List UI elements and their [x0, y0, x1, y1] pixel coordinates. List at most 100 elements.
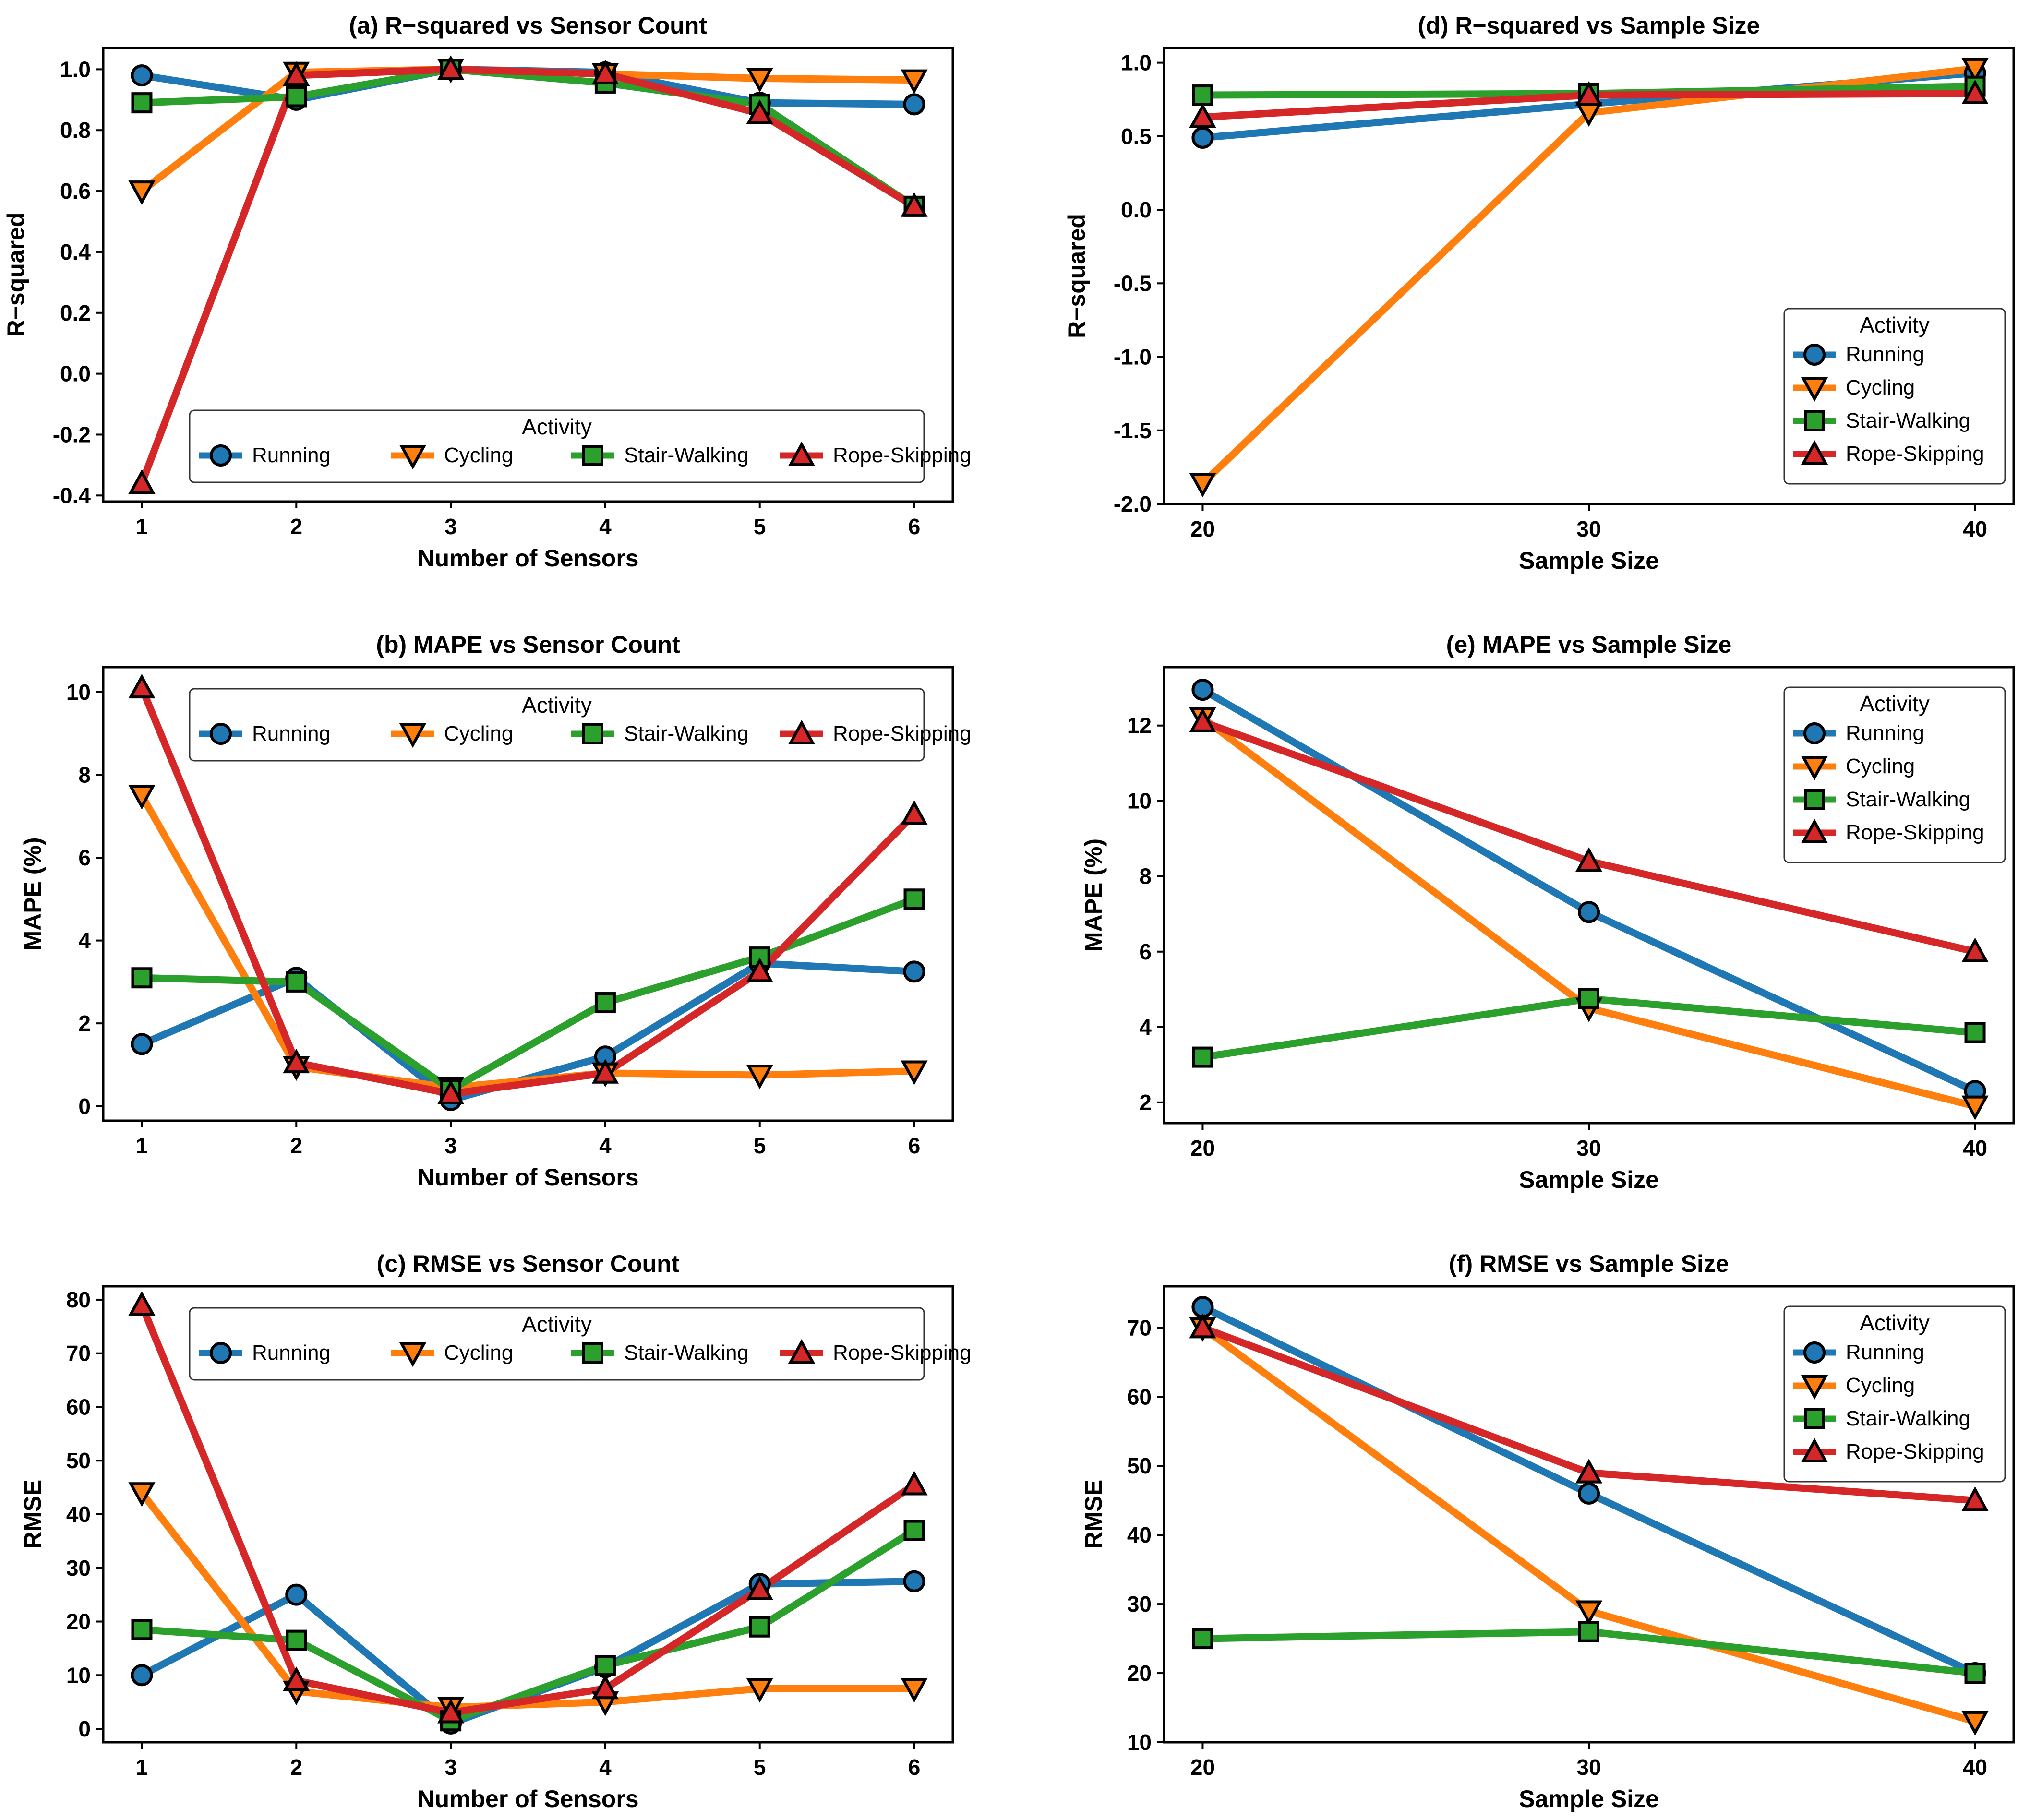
legend-label-running: Running — [1846, 1341, 1924, 1364]
y-tick-label: 0.2 — [60, 300, 91, 325]
y-tick-label: 0.0 — [1121, 197, 1152, 222]
legend-marker-cycling — [399, 723, 427, 748]
y-tick-label: 40 — [1127, 1522, 1152, 1547]
data-point-rope-skipping — [1189, 1314, 1216, 1339]
chart-title-c: (c) RMSE vs Sensor Count — [377, 1250, 680, 1277]
data-point-running — [903, 1570, 925, 1592]
y-axis-label-d: R−squared — [1063, 214, 1090, 338]
legend-marker-cycling — [1801, 377, 1828, 402]
x-tick-label: 6 — [908, 514, 921, 539]
panel-c: (c) RMSE vs Sensor Count 0 10 20 30 40 50 60 70 8… — [19, 1250, 972, 1812]
data-point-running — [903, 960, 925, 983]
data-point-running — [1191, 126, 1214, 149]
legend-label-running: Running — [252, 443, 331, 467]
chart-title-f: (f) RMSE vs Sample Size — [1449, 1250, 1729, 1277]
y-axis-label-e: MAPE (%) — [1080, 838, 1107, 952]
legend-label-cycling: Cycling — [1846, 754, 1915, 778]
legend-title: Activity — [1860, 1310, 1930, 1335]
legend-title: Activity — [1860, 691, 1930, 716]
data-point-cycling — [746, 1678, 773, 1703]
y-tick-label: 40 — [66, 1502, 91, 1527]
legend-label-stair-walking: Stair-Walking — [624, 443, 749, 467]
x-tick-label: 40 — [1963, 516, 1987, 541]
legend-label-stair-walking: Stair-Walking — [624, 1341, 749, 1365]
y-tick-label: 50 — [1127, 1453, 1152, 1478]
y-tick-label: 2 — [1139, 1090, 1152, 1115]
data-point-rope-skipping — [1961, 937, 1989, 962]
x-tick-label: 2 — [290, 1755, 302, 1780]
data-point-running — [1578, 1482, 1600, 1505]
legend-a: Activity Running Cycling Stair-Walking Rope-… — [189, 409, 972, 483]
series-line-cycling — [139, 1490, 914, 1711]
y-axis-label-c: RMSE — [19, 1480, 46, 1549]
legend-frame — [1783, 1305, 2006, 1483]
y-tick-label: 0.5 — [1121, 124, 1152, 149]
legend-frame — [189, 409, 925, 483]
data-point-rope-skipping — [746, 1575, 773, 1600]
legend-marker-running — [210, 1342, 232, 1364]
data-point-stair-walking — [1578, 988, 1599, 1009]
data-point-rope-skipping — [591, 1059, 619, 1084]
legend-marker-rope-skipping — [788, 719, 816, 744]
legend-label-rope-skipping: Rope-Skipping — [833, 443, 972, 467]
legend-marker-rope-skipping — [1801, 440, 1828, 465]
data-point-stair-walking — [749, 1616, 770, 1638]
y-tick-label: 6 — [78, 845, 91, 870]
legend-b: Activity Running Cycling Stair-Walking Rope-… — [189, 688, 972, 762]
series-line-stair-walking — [141, 1527, 916, 1724]
data-point-rope-skipping — [437, 55, 465, 80]
data-point-stair-walking — [594, 992, 616, 1014]
data-point-cycling — [128, 180, 156, 205]
data-point-rope-skipping — [746, 99, 773, 124]
x-tick-label: 40 — [1963, 1755, 1987, 1780]
legend-label-stair-walking: Stair-Walking — [1846, 409, 1970, 432]
y-tick-label: 10 — [66, 1663, 91, 1688]
series-line-stair-walking — [142, 65, 916, 210]
data-point-stair-walking — [131, 967, 153, 989]
legend-label-running: Running — [252, 1341, 331, 1365]
data-point-stair-walking — [286, 1629, 307, 1651]
data-point-cycling — [1961, 1095, 1989, 1120]
x-tick-label: 4 — [599, 514, 612, 539]
data-point-stair-walking — [286, 971, 307, 993]
y-tick-label: 12 — [1127, 713, 1152, 738]
data-point-stair-walking — [1578, 1621, 1599, 1642]
y-tick-label: -0.2 — [53, 422, 91, 447]
plot-frame-c — [102, 1285, 954, 1744]
legend-marker-running — [210, 444, 232, 467]
y-tick-label: 0 — [78, 1716, 91, 1741]
data-point-running — [903, 93, 925, 116]
legend-marker-stair-walking — [582, 723, 603, 744]
x-tick-label: 4 — [599, 1133, 612, 1158]
x-axis-label-e: Sample Size — [1519, 1166, 1659, 1193]
data-point-running — [131, 1664, 153, 1687]
legend-marker-stair-walking — [1804, 789, 1825, 810]
y-tick-label: 0.4 — [60, 239, 91, 264]
legend-label-running: Running — [252, 722, 331, 745]
plot-frame-f — [1163, 1285, 2015, 1744]
x-tick-label: 5 — [754, 514, 766, 539]
data-point-rope-skipping — [1189, 103, 1216, 128]
plot-frame-a — [102, 47, 954, 503]
data-point-stair-walking — [903, 888, 925, 910]
data-point-cycling — [901, 69, 928, 94]
y-tick-label: 60 — [66, 1394, 91, 1419]
data-point-rope-skipping — [901, 192, 928, 217]
series-line-rope-skipping — [138, 686, 917, 1098]
legend-marker-running — [1803, 722, 1826, 744]
legend-title: Activity — [522, 414, 592, 439]
data-point-rope-skipping — [128, 673, 156, 699]
y-tick-label: 8 — [78, 762, 91, 787]
y-tick-label: 10 — [66, 680, 91, 705]
legend-marker-rope-skipping — [788, 441, 816, 466]
legend-marker-stair-walking — [1804, 1408, 1825, 1429]
legend-label-rope-skipping: Rope-Skipping — [1846, 442, 1984, 466]
y-tick-label: -1.0 — [1114, 345, 1152, 370]
y-tick-label: 2 — [78, 1011, 91, 1036]
legend-marker-running — [1803, 344, 1826, 366]
legend-marker-cycling — [399, 445, 427, 470]
panel-a: (a) R−squared vs Sensor Count -0.4 -0.2 0.0… — [2, 12, 972, 572]
x-tick-label: 20 — [1190, 1136, 1215, 1161]
legend-marker-cycling — [399, 1342, 427, 1367]
data-point-rope-skipping — [1961, 79, 1989, 104]
